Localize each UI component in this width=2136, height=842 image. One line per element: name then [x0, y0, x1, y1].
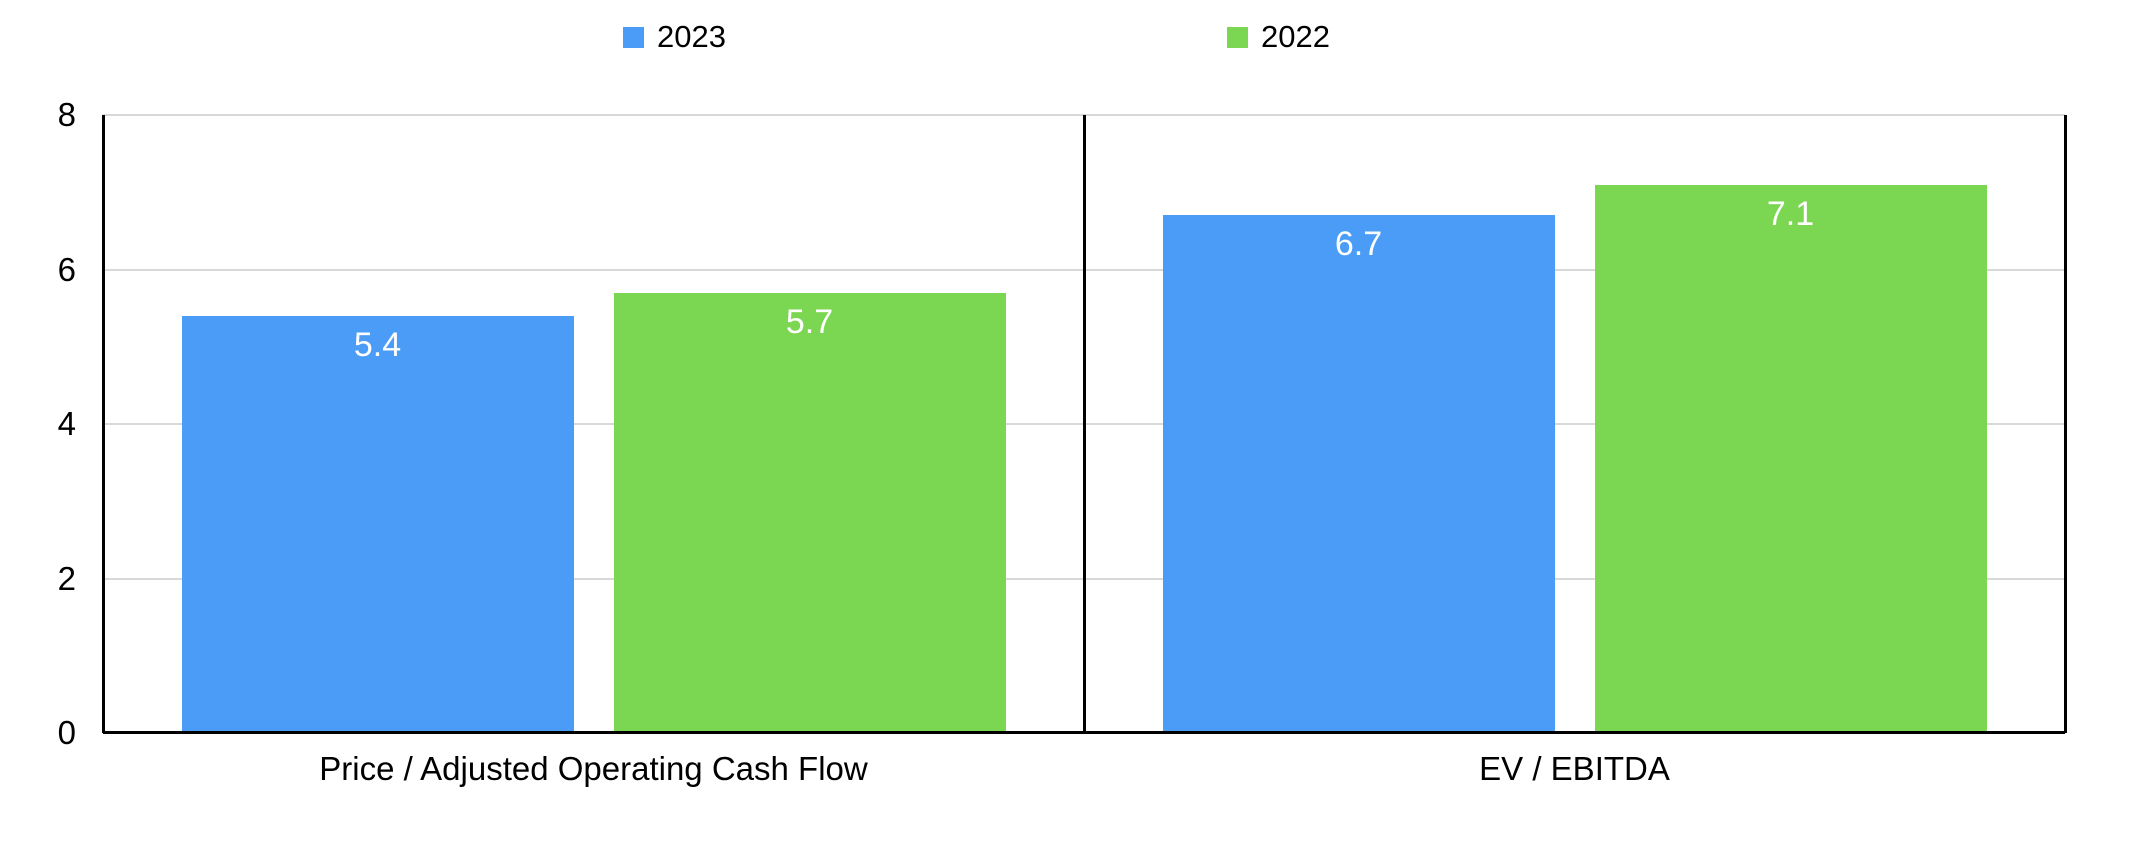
legend-swatch-icon [623, 26, 644, 48]
bar-2022-category-2[interactable]: 7.1 [1594, 185, 1987, 733]
bar-2023-category-1[interactable]: 5.4 [181, 316, 574, 733]
plot-right-border-line [2063, 115, 2067, 733]
bar-2022-category-1[interactable]: 5.7 [613, 293, 1006, 733]
category-label: Price / Adjusted Operating Cash Flow [319, 750, 868, 787]
bar-value-label: 7.1 [1766, 195, 1815, 233]
legend-item-2022[interactable]: 2022 [1227, 19, 1330, 54]
bar-value-label: 5.4 [353, 326, 402, 364]
legend-label: 2023 [657, 19, 726, 54]
y-axis-tick-label: 2 [57, 559, 76, 597]
y-axis-tick-label: 4 [57, 405, 76, 442]
bar-2023-category-2[interactable]: 6.7 [1162, 215, 1555, 733]
y-axis-line [101, 115, 105, 733]
y-axis-tick-label: 0 [57, 714, 76, 751]
legend-swatch-icon [1227, 26, 1248, 48]
y-axis-tick-label: 6 [57, 250, 76, 288]
category-label: EV / EBITDA [1479, 750, 1670, 787]
y-axis-tick-label: 8 [57, 96, 76, 133]
bar-value-label: 6.7 [1334, 225, 1383, 263]
legend-item-2023[interactable]: 2023 [623, 19, 726, 54]
x-axis-line [103, 731, 2065, 734]
chart-legend: 2023 2022 [0, 0, 2136, 70]
plot-area: 0 2 4 6 8 5.4 5.7 Price / Adjusted Operating Ca… [58, 96, 2067, 787]
legend-label: 2022 [1261, 19, 1330, 54]
bar-value-label: 5.7 [785, 303, 834, 341]
panel-divider-line [1082, 115, 1086, 733]
